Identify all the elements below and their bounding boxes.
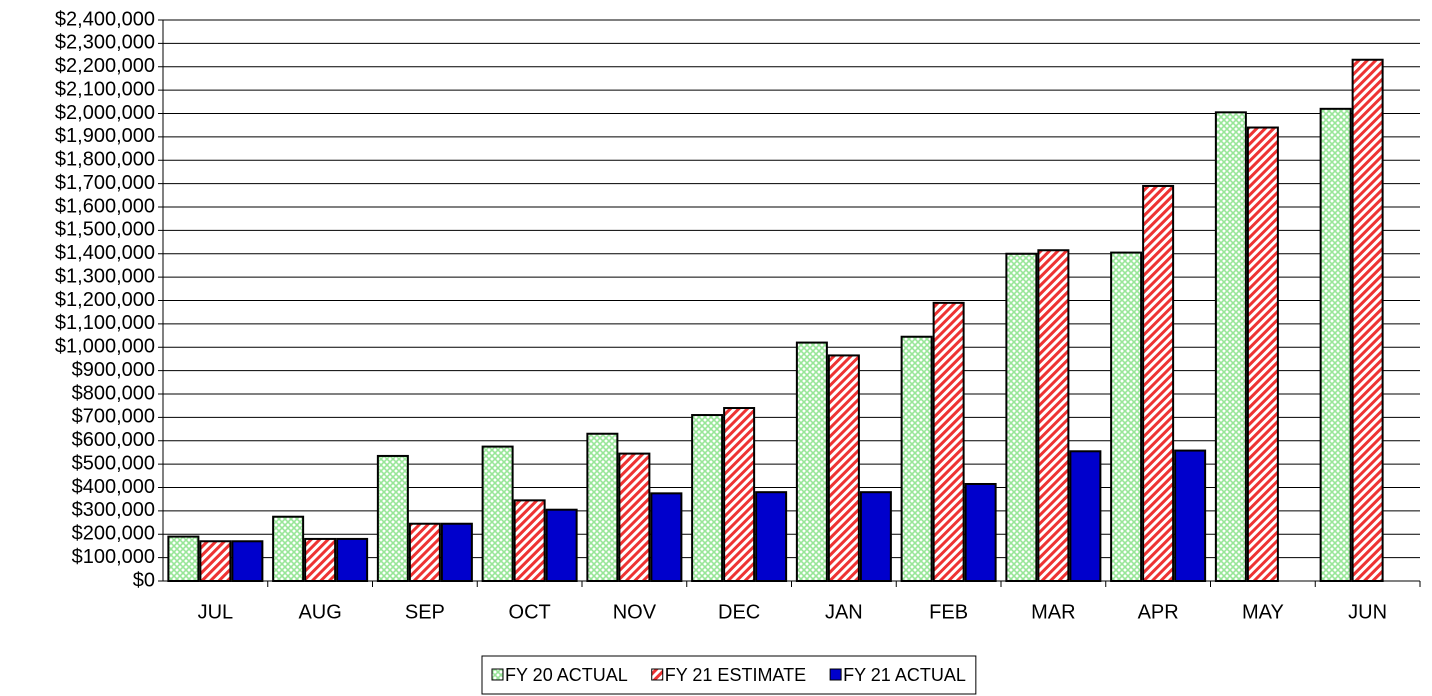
bar	[1174, 449, 1207, 582]
y-tick-label: $1,200,000	[55, 289, 155, 311]
bar	[932, 301, 965, 582]
y-tick-label: $1,400,000	[55, 242, 155, 264]
bar	[618, 452, 651, 583]
bar	[650, 492, 683, 582]
y-tick-label: $900,000	[72, 359, 155, 381]
bar	[723, 407, 756, 582]
y-tick-label: $1,600,000	[55, 195, 155, 217]
bar	[481, 445, 514, 582]
bar	[199, 540, 232, 583]
y-tick-label: $2,300,000	[55, 32, 155, 54]
y-tick-label: $0	[133, 569, 155, 591]
bar	[1351, 58, 1384, 583]
y-tick-label: $1,700,000	[55, 172, 155, 194]
bar	[1142, 184, 1175, 582]
y-tick-label: $1,500,000	[55, 219, 155, 241]
x-tick-label: NOV	[613, 601, 657, 623]
x-tick-label: JUL	[198, 601, 234, 623]
x-tick-label: AUG	[298, 601, 341, 623]
bar	[691, 414, 724, 582]
legend-label: FY 20 ACTUAL	[505, 665, 628, 685]
x-tick-label: DEC	[718, 601, 760, 623]
y-tick-label: $600,000	[72, 429, 155, 451]
bar	[1214, 111, 1247, 583]
y-tick-label: $300,000	[72, 499, 155, 521]
bar	[586, 432, 619, 582]
y-tick-label: $500,000	[72, 452, 155, 474]
y-tick-label: $100,000	[72, 546, 155, 568]
x-tick-label: MAR	[1031, 601, 1075, 623]
x-tick-label: JUN	[1348, 601, 1387, 623]
bar	[336, 537, 369, 582]
legend-label: FY 21 ESTIMATE	[665, 665, 806, 685]
x-tick-label: SEP	[405, 601, 445, 623]
bar	[1319, 107, 1352, 582]
bar	[513, 499, 546, 583]
y-tick-label: $2,200,000	[55, 55, 155, 77]
bar	[859, 491, 892, 582]
legend-label: FY 21 ACTUAL	[843, 665, 966, 685]
bar	[1005, 252, 1038, 582]
bar	[408, 522, 441, 583]
y-tick-label: $1,900,000	[55, 125, 155, 147]
bar	[376, 454, 409, 583]
x-tick-label: JAN	[825, 601, 863, 623]
y-tick-label: $1,000,000	[55, 336, 155, 358]
x-tick-label: MAY	[1242, 601, 1284, 623]
bar	[272, 515, 305, 582]
legend: FY 20 ACTUAL FY 21 ESTIMATE FY 21 ACTUAL	[481, 655, 977, 695]
bar	[1246, 126, 1279, 583]
bar	[545, 508, 578, 582]
bar	[795, 341, 828, 583]
y-tick-label: $1,300,000	[55, 265, 155, 287]
y-tick-label: $2,100,000	[55, 78, 155, 100]
legend-swatch	[829, 668, 842, 681]
bar	[1037, 249, 1070, 582]
bar	[1110, 251, 1143, 583]
bar	[900, 335, 933, 583]
y-tick-label: $700,000	[72, 406, 155, 428]
y-tick-label: $200,000	[72, 523, 155, 545]
legend-swatch	[651, 668, 664, 681]
bar	[167, 535, 200, 583]
bar	[1069, 450, 1102, 582]
x-tick-label: APR	[1138, 601, 1179, 623]
bar	[964, 482, 997, 582]
x-tick-label: FEB	[929, 601, 968, 623]
y-tick-label: $1,100,000	[55, 312, 155, 334]
bar	[755, 491, 788, 582]
legend-box	[481, 655, 977, 695]
bar	[231, 540, 264, 583]
bar	[304, 537, 337, 582]
y-tick-label: $1,800,000	[55, 149, 155, 171]
bar	[827, 354, 860, 582]
legend-swatch	[491, 668, 504, 681]
bar	[440, 522, 473, 583]
y-tick-label: $800,000	[72, 382, 155, 404]
y-tick-label: $400,000	[72, 476, 155, 498]
x-tick-label: OCT	[509, 601, 551, 623]
y-tick-label: $2,000,000	[55, 102, 155, 124]
y-tick-label: $2,400,000	[55, 8, 155, 30]
